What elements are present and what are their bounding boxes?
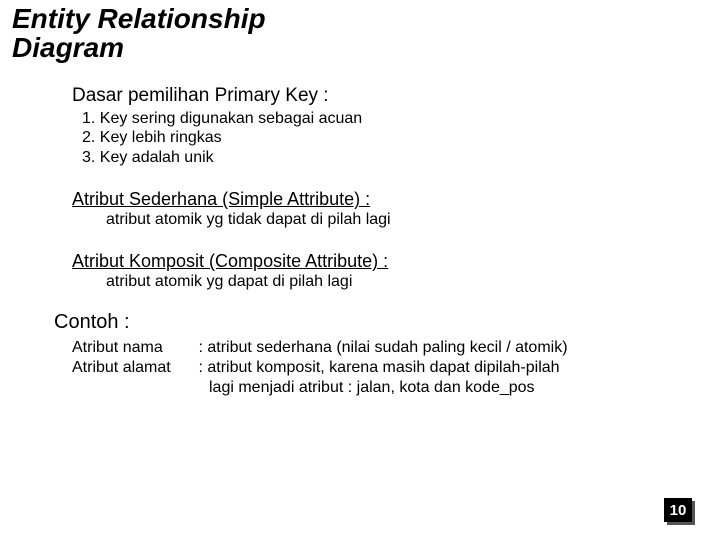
page-number: 10	[664, 498, 692, 522]
composite-heading: Atribut Komposit (Composite Attribute) :	[72, 251, 720, 272]
pk-item: 1. Key sering digunakan sebagai acuan	[82, 109, 720, 129]
slide-content: Dasar pemilihan Primary Key : 1. Key ser…	[0, 63, 720, 399]
title-line-2: Diagram	[12, 33, 720, 62]
pk-item: 2. Key lebih ringkas	[82, 128, 720, 148]
composite-desc: atribut atomik yg dapat di pilah lagi	[72, 273, 720, 291]
example-row: Atribut alamat : atribut komposit, karen…	[72, 358, 720, 378]
example-continuation: lagi menjadi atribut : jalan, kota dan k…	[72, 378, 720, 398]
example-body: : atribut sederhana (nilai sudah paling …	[198, 339, 567, 356]
simple-desc: atribut atomik yg tidak dapat di pilah l…	[72, 211, 720, 229]
slide-title: Entity Relationship Diagram	[0, 0, 720, 63]
simple-heading: Atribut Sederhana (Simple Attribute) :	[72, 189, 720, 210]
example-label: Atribut alamat	[72, 358, 194, 378]
example-label: Atribut nama	[72, 338, 194, 358]
contoh-heading: Contoh :	[54, 311, 720, 334]
title-line-1: Entity Relationship	[12, 4, 720, 33]
example-row: Atribut nama : atribut sederhana (nilai …	[72, 338, 720, 358]
simple-attribute-section: Atribut Sederhana (Simple Attribute) : a…	[72, 189, 720, 229]
composite-attribute-section: Atribut Komposit (Composite Attribute) :…	[72, 251, 720, 291]
pk-item: 3. Key adalah unik	[82, 148, 720, 168]
pk-list: 1. Key sering digunakan sebagai acuan 2.…	[72, 107, 720, 168]
pk-heading: Dasar pemilihan Primary Key :	[72, 85, 720, 107]
slide: Entity Relationship Diagram Dasar pemili…	[0, 0, 720, 540]
examples: Atribut nama : atribut sederhana (nilai …	[72, 338, 720, 398]
page-number-badge: 10	[664, 498, 694, 524]
example-body: : atribut komposit, karena masih dapat d…	[198, 359, 559, 376]
